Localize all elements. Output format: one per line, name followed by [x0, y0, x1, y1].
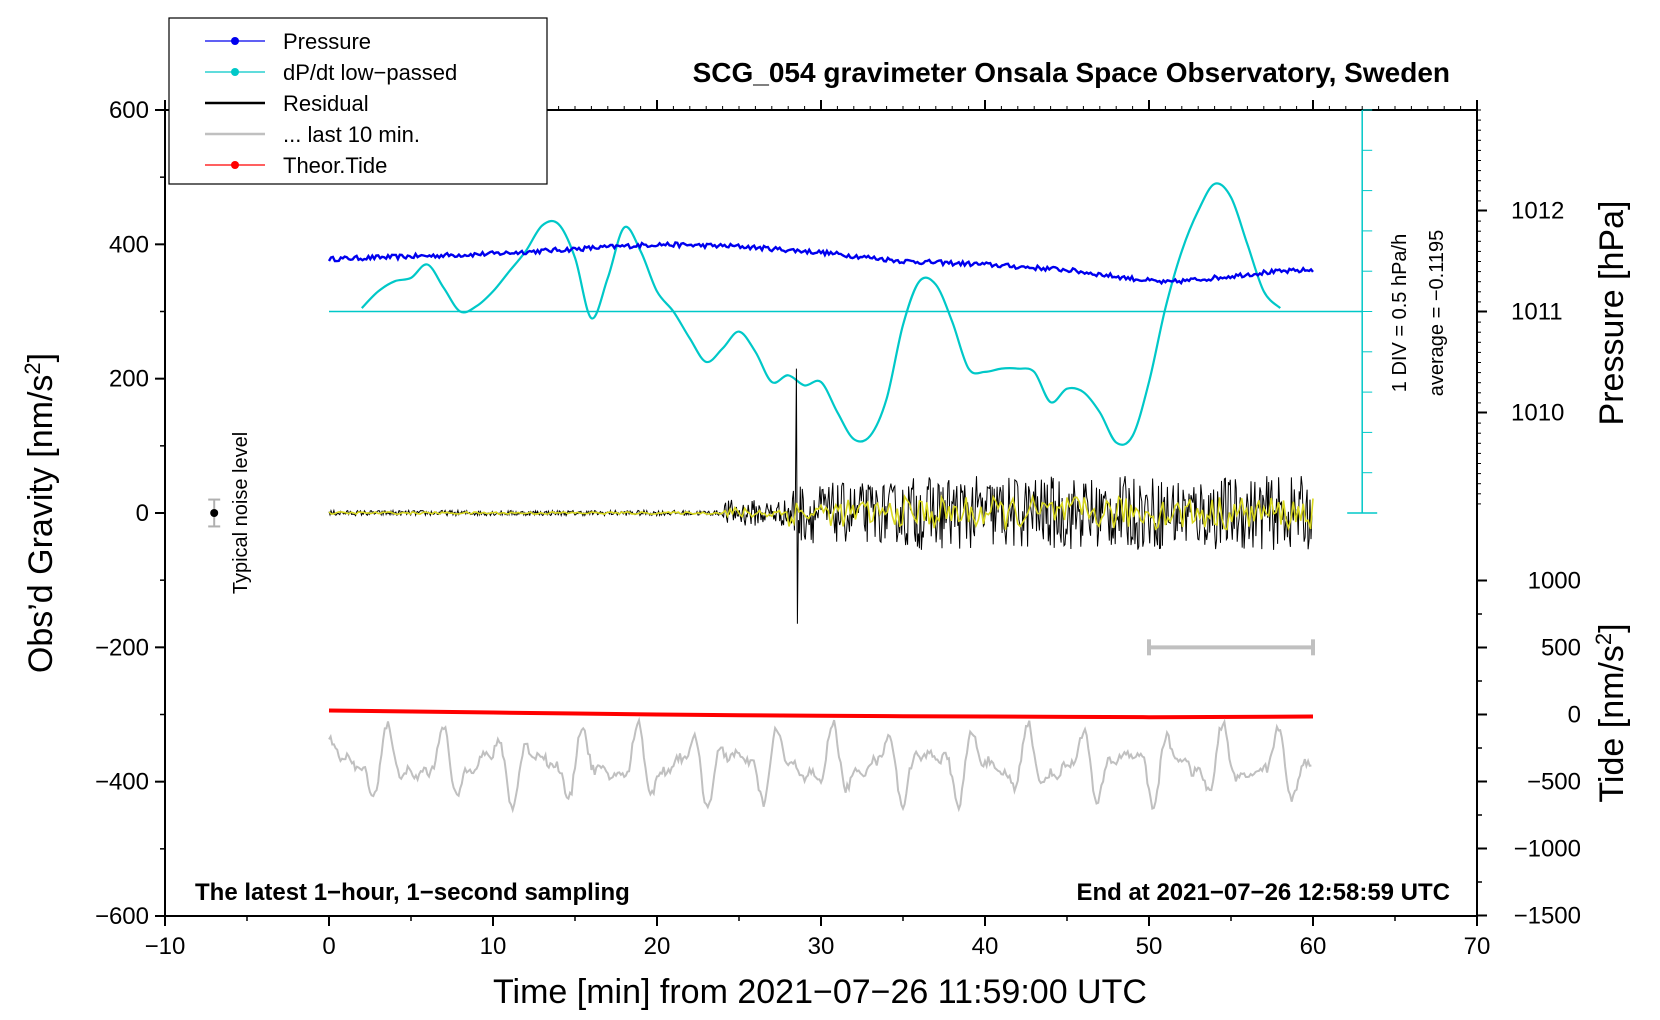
y-tick-label: 600 — [109, 97, 149, 124]
baseline-layer — [329, 109, 1378, 514]
legend-label: Residual — [283, 91, 369, 116]
y-axis-title-left: Obs’d Gravity [nm/s2] — [20, 353, 61, 673]
x-axis-title: Time [min] from 2021−07−26 11:59:00 UTC — [493, 973, 1147, 1011]
axes-layer: −10 0 10 20 30 40 50 60 70 600 400 200 0 −200 −400 −600… — [95, 97, 1581, 960]
residual-filtered-line — [328, 493, 1314, 532]
tide-tick-label: 0 — [1568, 702, 1581, 729]
chart-title: SCG_054 gravimeter Onsala Space Observat… — [693, 57, 1450, 88]
legend-label: dP/dt low−passed — [283, 60, 457, 85]
noise-point — [210, 509, 219, 517]
tide-tick-label: −1000 — [1514, 836, 1581, 863]
legend-label: Pressure — [283, 29, 371, 54]
legend-marker — [231, 161, 239, 169]
x-tick-label: 70 — [1464, 933, 1491, 960]
sampling-note: The latest 1−hour, 1−second sampling — [195, 879, 630, 906]
x-tick-label: −10 — [145, 933, 186, 960]
tide-tick-label: 1000 — [1528, 568, 1581, 595]
pressure-tick-label: 1010 — [1511, 400, 1564, 427]
y-tick-label: −400 — [95, 769, 149, 796]
x-tick-label: 50 — [1136, 933, 1163, 960]
end-time-note: End at 2021−07−26 12:58:59 UTC — [1076, 879, 1450, 906]
pressure-tick-label: 1012 — [1511, 198, 1564, 225]
pressure-line — [327, 240, 1314, 286]
y-tick-label: −600 — [95, 903, 149, 930]
tide-tick-label: −500 — [1527, 769, 1581, 796]
y-tick-label: 0 — [136, 500, 149, 527]
x-tick-label: 20 — [644, 933, 671, 960]
y-axis-title-pressure: Pressure [hPa] — [1593, 201, 1631, 426]
legend-marker — [231, 37, 239, 45]
y-axis-title-tide: Tide [nm/s2] — [1591, 623, 1632, 802]
y-tick-label: 200 — [109, 366, 149, 393]
div-scale-label: 1 DIV = 0.5 hPa/h — [1389, 234, 1411, 392]
tide-tick-label: −1500 — [1514, 903, 1581, 930]
pressure-tick-label: 1011 — [1511, 299, 1563, 326]
noise-level-label: Typical noise level — [230, 432, 252, 594]
legend-label: Theor.Tide — [283, 153, 387, 178]
legend-items: Pressure dP/dt low−passed Residual ... last… — [205, 29, 457, 178]
legend-marker — [231, 68, 239, 76]
average-label: average = −0.1195 — [1426, 230, 1448, 396]
legend: Pressure dP/dt low−passed Residual ... last… — [168, 17, 548, 185]
x-tick-label: 40 — [972, 933, 999, 960]
tide-tick-label: 500 — [1541, 635, 1581, 662]
tide-line — [328, 708, 1314, 720]
residual-line — [328, 368, 1313, 624]
y-tick-label: −200 — [95, 634, 149, 661]
last10-line — [328, 716, 1312, 814]
series-layer — [208, 182, 1315, 814]
x-tick-label: 30 — [808, 933, 835, 960]
x-tick-label: 10 — [480, 933, 507, 960]
x-tick-label: 0 — [322, 933, 335, 960]
legend-label: ... last 10 min. — [283, 122, 420, 147]
y-tick-label: 400 — [109, 231, 149, 258]
dpdt-line — [361, 182, 1281, 446]
legend-box — [168, 17, 548, 185]
x-tick-label: 60 — [1300, 933, 1327, 960]
